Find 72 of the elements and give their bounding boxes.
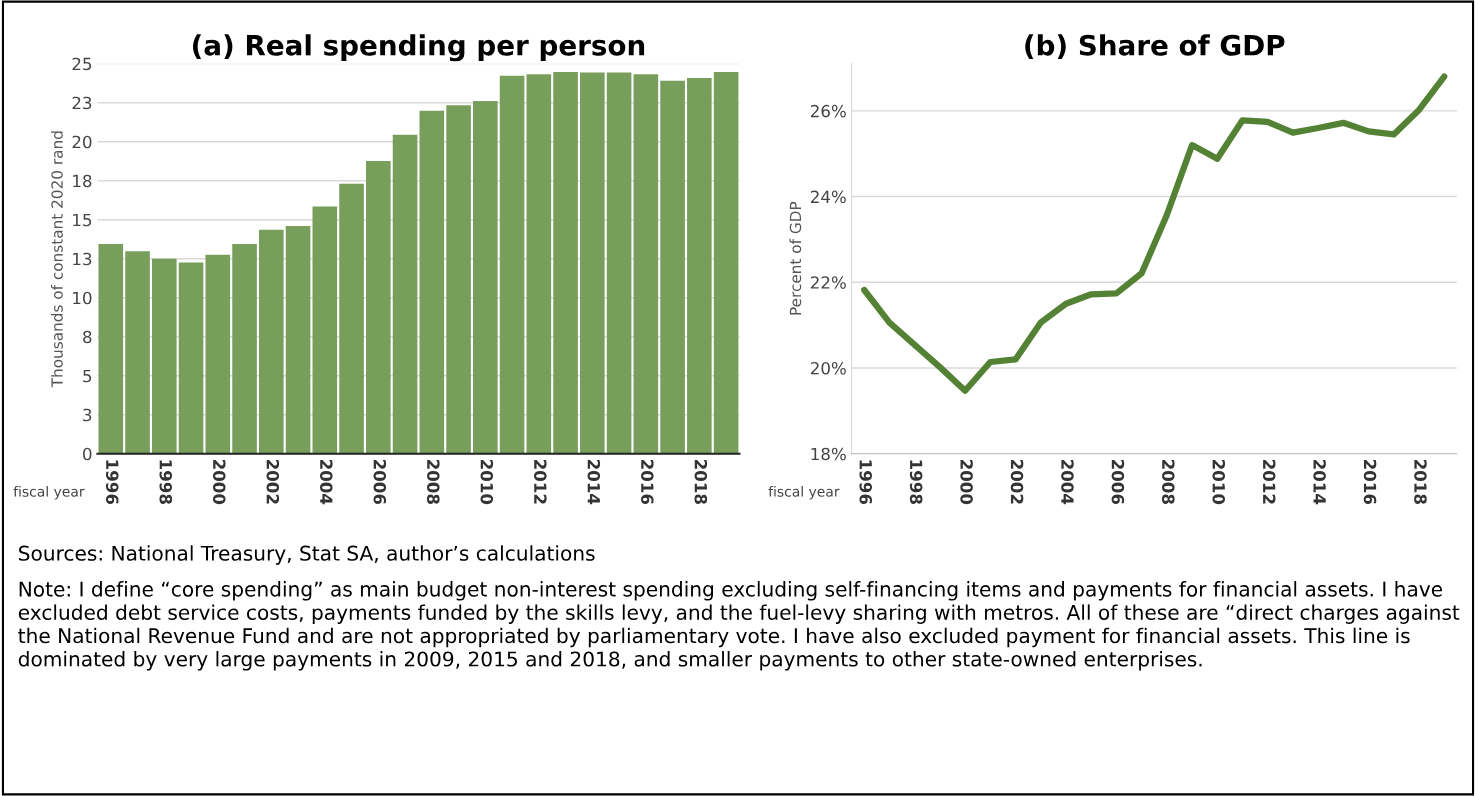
- bar: [606, 72, 632, 454]
- x-tick-label: 2014: [587, 459, 601, 505]
- x-tick-label: 2012: [1262, 459, 1276, 504]
- bar: [366, 160, 391, 454]
- y-axis-title: Percent of GDP: [789, 201, 802, 315]
- x-tick-label: 2006: [373, 459, 387, 505]
- y-tick-label: 25: [72, 57, 92, 71]
- chart-title: (a) Real spending per person: [193, 34, 645, 62]
- x-tick-label: 2012: [534, 459, 547, 504]
- source-note: Sources: National Treasury, Stat SA, author’s calculations: [19, 545, 595, 565]
- x-tick-label: 2000: [960, 459, 973, 505]
- chart-title: (b) Share of GDP: [1025, 34, 1285, 60]
- x-axis-title: fiscal year: [768, 486, 840, 500]
- bar: [446, 105, 471, 454]
- bar: [98, 243, 124, 454]
- x-tick-label: 2010: [1212, 459, 1226, 505]
- bar: [392, 134, 418, 454]
- y-tick-label: 5: [83, 369, 92, 383]
- bar: [125, 251, 150, 454]
- x-tick-label: 2018: [694, 459, 708, 504]
- y-tick-label: 18: [73, 174, 92, 188]
- bar: [553, 71, 578, 454]
- x-tick-label: 1996: [105, 460, 119, 505]
- x-axis-title: fiscal year: [13, 486, 85, 500]
- y-tick-label: 24%: [810, 190, 846, 204]
- y-tick-label: 20: [72, 135, 92, 149]
- bar: [687, 78, 712, 454]
- y-tick-label: 26%: [810, 104, 846, 118]
- bar: [526, 74, 552, 454]
- y-tick-label: 3: [83, 408, 92, 422]
- bar: [205, 254, 231, 454]
- y-tick-label: 23: [72, 96, 92, 110]
- y-axis-title: Thousands of constant 2020 rand: [51, 131, 63, 388]
- y-tick-label: 13: [73, 252, 92, 266]
- x-tick-label: 2004: [319, 459, 333, 505]
- x-tick-label: 2014: [1313, 459, 1326, 505]
- y-tick-label: 8: [83, 330, 92, 344]
- x-tick-label: 2002: [1010, 459, 1024, 504]
- bar: [151, 258, 177, 454]
- bar: [339, 183, 364, 454]
- y-tick-label: 18%: [811, 447, 846, 461]
- x-tick-label: 1998: [159, 460, 173, 504]
- bar: [419, 110, 445, 454]
- bar: [232, 243, 257, 454]
- x-tick-label: 2008: [426, 459, 440, 504]
- bar: [259, 229, 284, 454]
- x-tick-label: 2016: [1363, 459, 1377, 505]
- text: Note: I define “core spending” as main budget non-interest spending excluding self-financing items and payments for financial assets. I have excluded debt service costs, payments funded by the skills levy, and the fuel-levy sharing with metros. All of these are “direct charges against the National Revenue Fund and are not appropriated by parliamentary vote. I have also excluded payment for financial assets. This line is dominated by very large payments in 2009, 2015 and 2018, and smaller payments to other state-owned enterprises.: [18, 581, 1460, 671]
- y-tick-label: 20%: [810, 361, 846, 375]
- x-tick-label: 2002: [266, 459, 280, 504]
- bar: [633, 74, 659, 454]
- x-tick-label: 2016: [641, 459, 654, 505]
- y-tick-label: 22%: [810, 276, 846, 289]
- x-tick-label: 1996: [859, 460, 873, 505]
- y-tick-label: 10: [73, 291, 92, 305]
- bar: [499, 75, 525, 454]
- x-tick-label: 2008: [1162, 459, 1175, 504]
- bar: [660, 80, 685, 454]
- bar: [580, 72, 605, 454]
- bar: [285, 226, 311, 454]
- x-tick-label: 2004: [1061, 459, 1074, 505]
- x-tick-label: 2000: [212, 459, 226, 505]
- x-tick-label: 2018: [1414, 459, 1427, 504]
- y-tick-label: 15: [73, 213, 92, 227]
- bar: [713, 71, 739, 454]
- bar: [312, 206, 338, 454]
- y-tick-label: 0: [83, 447, 92, 461]
- bar: [178, 262, 204, 454]
- x-tick-label: 2006: [1111, 459, 1125, 505]
- x-tick-label: 2010: [480, 459, 494, 505]
- x-tick-label: 1998: [909, 460, 923, 504]
- bar: [473, 100, 498, 454]
